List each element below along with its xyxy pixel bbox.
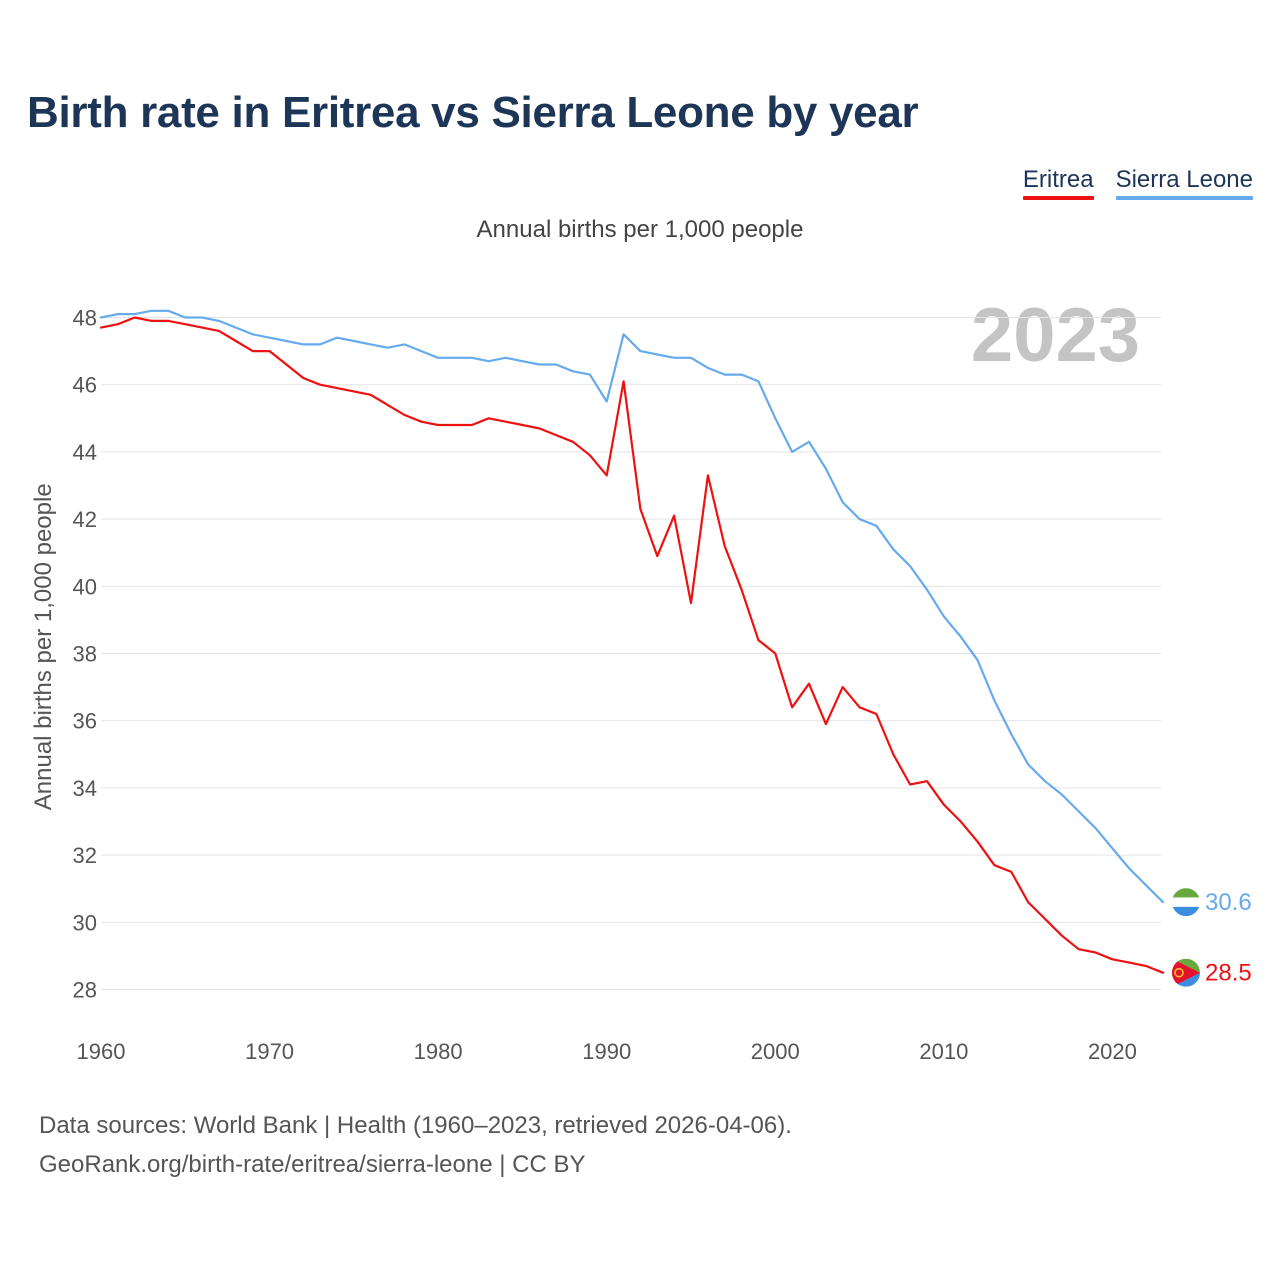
y-axis-ticks: 28 30 32 34 36 38 40 42 44 46 48 [73,306,97,1003]
y-tick-label: 48 [73,306,97,331]
end-label-sierra-leone: 30.6 [1205,889,1252,916]
year-watermark: 2023 [970,293,1140,378]
x-tick-label: 1970 [245,1039,294,1064]
y-tick-label: 30 [73,910,97,935]
legend-label-eritrea: Eritrea [1022,166,1094,193]
legend-label-sierra-leone: Sierra Leone [1115,166,1253,193]
x-tick-label: 2000 [751,1039,800,1064]
x-axis-ticks: 1960 1970 1980 1990 2000 2010 2020 [77,1039,1137,1064]
legend-item-eritrea[interactable]: Eritrea [1022,166,1094,200]
y-axis-label: Annual births per 1,000 people [30,483,57,810]
end-labels: 28.5 30.6 [1205,889,1252,987]
legend-swatch-eritrea [1022,196,1094,200]
y-tick-label: 42 [73,507,97,532]
footer-source: Data sources: World Bank | Health (1960–… [39,1112,792,1139]
series-line-eritrea[interactable] [99,316,1165,974]
chart-subtitle: Annual births per 1,000 people [476,216,804,243]
y-tick-label: 38 [73,642,97,667]
y-tick-label: 36 [73,709,97,734]
x-tick-label: 2010 [919,1039,968,1064]
x-tick-label: 1990 [582,1039,631,1064]
x-tick-label: 1960 [77,1039,126,1064]
footer-credit[interactable]: GeoRank.org/birth-rate/eritrea/sierra-le… [39,1151,586,1178]
line-chart: 28 30 32 34 36 38 40 42 44 46 48 1960 1970 1980 1990 2… [30,306,1252,1065]
x-tick-label: 1980 [414,1039,463,1064]
y-tick-label: 44 [73,440,97,465]
legend-item-sierra-leone[interactable]: Sierra Leone [1115,166,1253,200]
series-line-sierra-leone[interactable] [99,309,1165,904]
series-lines [99,309,1165,974]
y-tick-label: 34 [73,776,97,801]
x-tick-label: 2020 [1088,1039,1137,1064]
legend: Eritrea Sierra Leone [1022,166,1253,200]
sierra-leone-flag-icon [1172,888,1200,917]
y-tick-label: 40 [73,574,97,599]
y-tick-label: 46 [73,373,97,398]
eritrea-flag-icon [1172,958,1200,987]
grid-lines [101,317,1161,990]
end-label-eritrea: 28.5 [1205,960,1252,987]
legend-swatch-sierra-leone [1115,196,1253,200]
page-title: Birth rate in Eritrea vs Sierra Leone by… [27,88,919,137]
y-tick-label: 28 [73,978,97,1003]
footer: Data sources: World Bank | Health (1960–… [39,1106,792,1184]
y-tick-label: 32 [73,843,97,868]
